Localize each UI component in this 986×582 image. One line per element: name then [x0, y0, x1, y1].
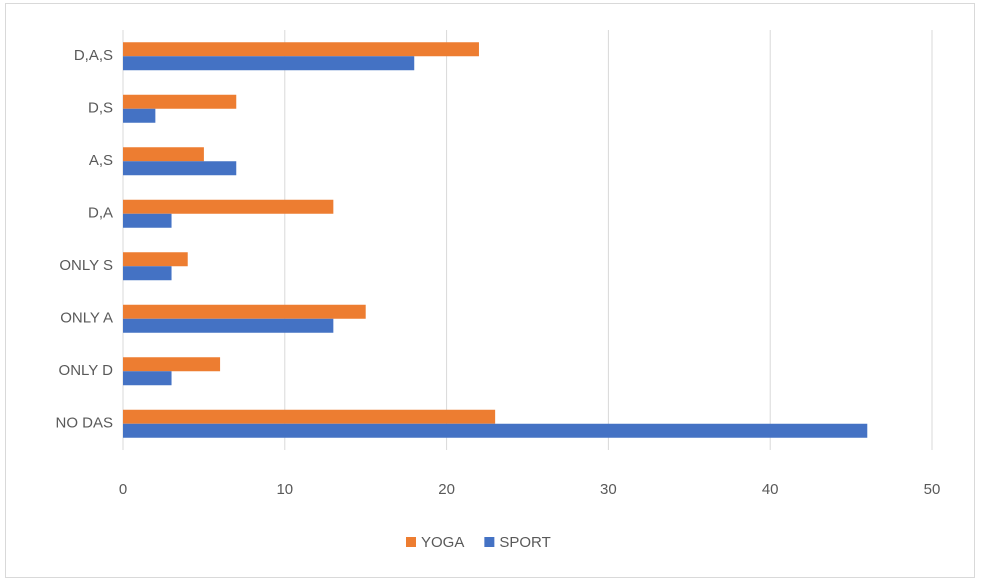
legend-swatch [406, 537, 416, 547]
x-tick-label: 10 [276, 481, 293, 498]
x-tick-label: 0 [119, 481, 127, 498]
chart-border [5, 3, 975, 578]
y-tick-label: D,S [88, 100, 113, 117]
legend-label: SPORT [499, 534, 550, 551]
y-tick-label: ONLY A [60, 310, 113, 327]
x-tick-label: 20 [438, 481, 455, 498]
y-tick-label: A,S [89, 152, 113, 169]
bar [123, 304, 366, 319]
bar [123, 147, 204, 162]
bar [123, 266, 172, 281]
bar [123, 371, 172, 386]
bar [123, 42, 479, 57]
legend-label: YOGA [421, 534, 464, 551]
y-tick-label: D,A,S [74, 47, 113, 64]
y-tick-label: D,A [88, 205, 113, 222]
bar [123, 94, 237, 109]
bar [123, 409, 496, 424]
bar [123, 318, 334, 333]
x-tick-label: 40 [762, 481, 779, 498]
bar [123, 108, 156, 123]
legend-swatch [484, 537, 495, 547]
bar [123, 161, 237, 176]
bar [123, 423, 868, 438]
bar [123, 357, 221, 372]
bar [123, 252, 188, 267]
bar [123, 213, 172, 228]
bar [123, 56, 415, 71]
x-tick-label: 30 [600, 481, 617, 498]
y-tick-label: ONLY S [59, 257, 113, 274]
y-tick-label: NO DAS [55, 415, 113, 432]
x-tick-label: 50 [924, 481, 941, 498]
y-tick-label: ONLY D [59, 362, 114, 379]
bar [123, 199, 334, 214]
